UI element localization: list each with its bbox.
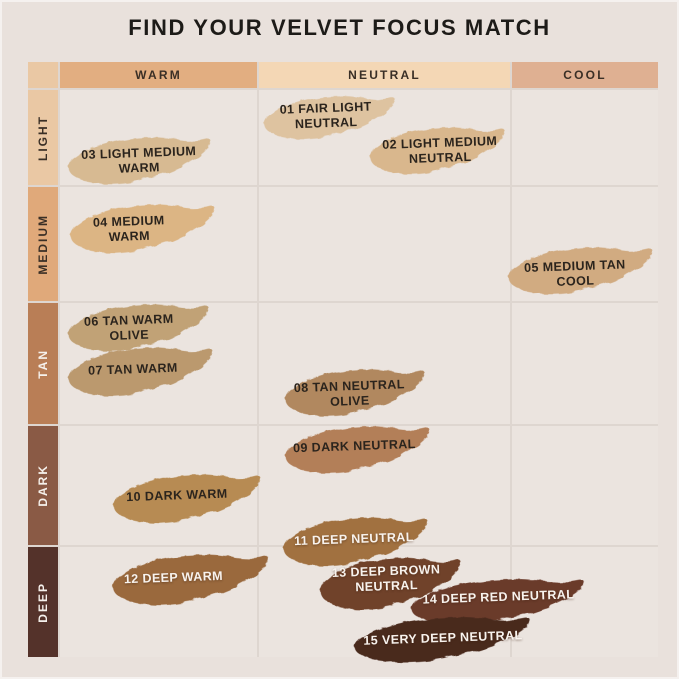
row-label-medium: MEDIUM	[28, 187, 58, 301]
column-header-warm: WARM	[60, 62, 257, 88]
column-header-label: NEUTRAL	[348, 68, 421, 82]
row-label-dark: DARK	[28, 426, 58, 545]
column-header-label: COOL	[563, 68, 607, 82]
row-label-tan: TAN	[28, 303, 58, 424]
swatch-10-dark-warm: 10 DARK WARM	[108, 469, 265, 526]
swatch-08-tan-neutral-olive: 08 TAN NEUTRAL OLIVE	[280, 364, 429, 419]
page-title: FIND YOUR VELVET FOCUS MATCH	[128, 15, 551, 40]
swatch-02-light-medium-neutral: 02 LIGHT MEDIUM NEUTRAL	[365, 123, 509, 178]
grid-corner-cell	[28, 62, 58, 88]
swatch-05-medium-tan-cool: 05 MEDIUM TAN COOL	[503, 242, 657, 297]
swatch-label: 04 MEDIUM WARM	[92, 213, 165, 244]
swatch-12-deep-warm: 12 DEEP WARM	[107, 549, 273, 609]
swatch-label: 05 MEDIUM TAN COOL	[523, 257, 626, 289]
row-label-deep: DEEP	[28, 547, 58, 657]
grid-cell-light-cool	[512, 90, 658, 185]
swatch-label: 08 TAN NEUTRAL OLIVE	[293, 377, 405, 409]
swatch-label: 06 TAN WARM OLIVE	[83, 311, 174, 343]
swatch-03-light-medium-warm: 03 LIGHT MEDIUM WARM	[63, 132, 215, 187]
column-header-label: WARM	[135, 68, 182, 82]
grid-cell-tan-cool	[512, 303, 658, 424]
swatch-09-dark-neutral: 09 DARK NEUTRAL	[280, 421, 434, 476]
swatch-label: 02 LIGHT MEDIUM NEUTRAL	[382, 133, 498, 166]
grid-cell-medium-neutral	[259, 187, 510, 301]
column-header-neutral: NEUTRAL	[259, 62, 510, 88]
swatch-04-medium-warm: 04 MEDIUM WARM	[65, 199, 219, 256]
row-label-light: LIGHT	[28, 90, 58, 185]
grid-cell-dark-cool	[512, 426, 658, 545]
swatch-15-very-deep-neutral: 15 VERY DEEP NEUTRAL	[348, 612, 535, 666]
column-header-cool: COOL	[512, 62, 658, 88]
swatch-label: 03 LIGHT MEDIUM WARM	[81, 144, 197, 176]
swatch-07-tan-warm: 07 TAN WARM	[63, 342, 217, 399]
